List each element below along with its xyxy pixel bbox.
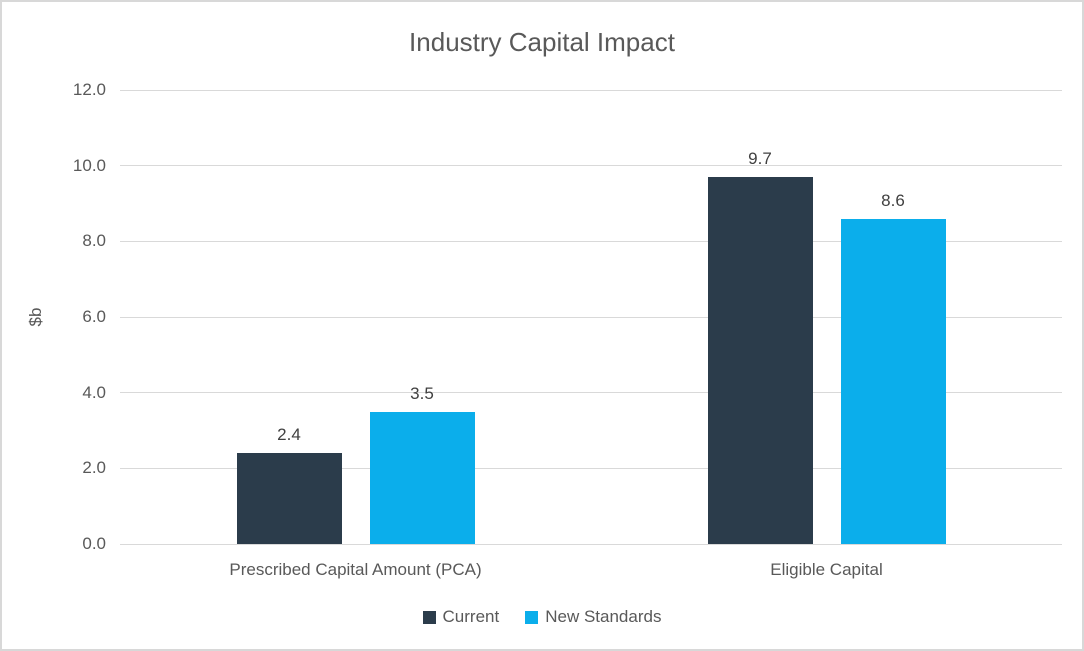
bar-new-standards <box>840 218 946 544</box>
y-tick-label: 6.0 <box>82 307 106 326</box>
bar-data-label: 9.7 <box>748 149 772 169</box>
x-category-label: Prescribed Capital Amount (PCA) <box>229 560 482 579</box>
y-tick-label: 12.0 <box>72 80 106 99</box>
bar-data-label: 3.5 <box>410 383 434 403</box>
y-tick-label: 0.0 <box>82 534 106 553</box>
legend-item-current: Current <box>422 607 500 627</box>
legend-label: Current <box>442 607 500 626</box>
bar-data-label: 8.6 <box>881 190 905 210</box>
legend-label: New Standards <box>545 607 662 626</box>
plot-area: 2.4 3.5 9.7 8.6 <box>120 89 1062 545</box>
y-tick-label: 4.0 <box>82 382 106 402</box>
gridline <box>120 467 1062 469</box>
gridline <box>120 89 1062 91</box>
legend: Current New Standards <box>2 607 1082 627</box>
y-tick-label: 10.0 <box>72 155 106 175</box>
x-category-label: Eligible Capital <box>770 560 883 579</box>
bar-current <box>236 453 342 544</box>
bar-new-standards <box>369 411 475 544</box>
legend-swatch-icon <box>525 610 539 624</box>
bar-current <box>707 177 813 544</box>
legend-item-new-standards: New Standards <box>525 607 661 627</box>
chart-title: Industry Capital Impact <box>409 27 675 57</box>
gridline <box>120 316 1062 318</box>
gridline <box>120 392 1062 394</box>
y-tick-label: 2.0 <box>82 458 106 478</box>
gridline <box>120 165 1062 167</box>
gridline <box>120 543 1062 545</box>
legend-swatch-icon <box>422 610 436 624</box>
bar-data-label: 2.4 <box>277 425 301 445</box>
y-tick-label: 8.0 <box>82 231 106 251</box>
gridline <box>120 240 1062 242</box>
